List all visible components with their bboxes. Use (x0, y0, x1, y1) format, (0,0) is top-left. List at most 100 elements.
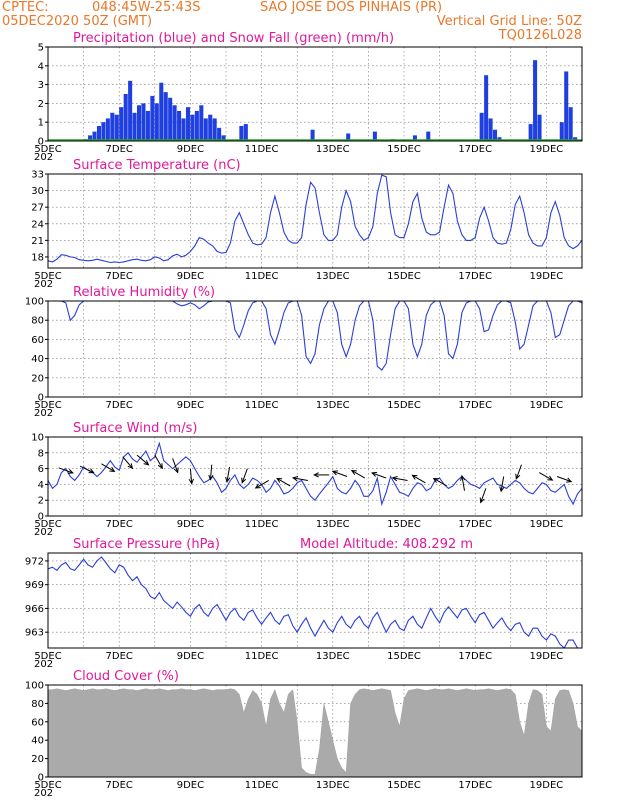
precip-bar (190, 114, 195, 141)
precip-bar (123, 94, 128, 141)
wind-arrow-shaft (392, 477, 408, 481)
precip-bar (488, 118, 493, 141)
y-tick-label: 4 (38, 480, 44, 491)
y-tick-label: 972 (25, 556, 44, 567)
precip-bar (114, 114, 119, 141)
y-tick-label: 24 (31, 219, 44, 230)
panel-frame (47, 436, 583, 517)
y-tick-label: 18 (31, 252, 44, 263)
x-tick-label: 7DEC (106, 780, 133, 791)
wind-arrow-head (241, 477, 247, 484)
precip-bar (137, 105, 142, 141)
wind-arrow-shaft (136, 454, 149, 466)
y-tick-label: 966 (25, 604, 44, 615)
wind-arrow-head (499, 486, 505, 493)
x-tick-label: 5DEC (34, 271, 61, 282)
precip-bar (203, 118, 208, 141)
y-tick-label: 0 (38, 393, 44, 404)
wind-arrow-head (547, 475, 554, 481)
x-tick-label: 15DEC (387, 651, 421, 662)
wind-arrow-head (331, 470, 338, 476)
wind-arrow-head (225, 476, 231, 483)
wind-arrow-shaft (332, 470, 348, 477)
wind-arrow-shaft (500, 476, 505, 492)
panel-title: Surface Pressure (hPa) (73, 537, 220, 552)
x-tick-label: 19DEC (530, 651, 564, 662)
precip-bar (168, 97, 173, 141)
wind-arrow-shaft (276, 478, 291, 487)
panel-temp: 18 21 24 27 30 33 5DEC 7DEC 9DEC 11DEC 13DEC 15DEC 1… (31, 158, 583, 290)
precip-bar (564, 71, 569, 141)
y-tick-label: 969 (25, 580, 44, 591)
wind-arrow-head (276, 477, 283, 483)
y-tick-label: 20 (31, 754, 44, 765)
panel-cloud: 0 20 40 60 80 100 5DEC 7DEC 9DEC 11DEC 13DEC 15DEC 1… (25, 669, 583, 799)
x-year-stub: 202 (34, 408, 53, 419)
x-tick-label: 11DEC (245, 519, 279, 530)
plot-area (48, 174, 582, 264)
precip-bar (528, 124, 533, 141)
x-tick-label: 7DEC (106, 519, 133, 530)
panel-frame (47, 684, 583, 778)
temp-series-line (48, 174, 582, 264)
x-tick-label: 5DEC (34, 519, 61, 530)
wind-arrow-shaft (58, 467, 73, 474)
precip-bar (88, 135, 93, 141)
x-tick-label: 13DEC (316, 400, 350, 411)
y-tick-label: 1 (38, 118, 44, 129)
panel-title: Surface Wind (m/s) (73, 421, 197, 436)
y-tick-label: 80 (31, 699, 44, 710)
wind-arrow-head (157, 463, 163, 470)
precip-bar (493, 129, 498, 141)
precip-bar (208, 114, 213, 141)
precip-bar (537, 114, 542, 141)
x-tick-label: 19DEC (530, 271, 564, 282)
panel-precip: 0 1 2 3 4 5 5DEC 7DEC 9DEC 11DEC 13DEC 15DEC 17DEC 19… (34, 31, 583, 163)
precip-bar (132, 112, 137, 141)
y-tick-label: 40 (31, 354, 44, 365)
precip-bar (310, 129, 315, 141)
plot-area (48, 441, 582, 507)
wind-arrow-head (109, 466, 116, 472)
wind-arrow-shaft (255, 480, 269, 489)
y-tick-label: 80 (31, 316, 44, 327)
y-tick-label: 0 (38, 137, 44, 148)
x-tick-label: 7DEC (106, 651, 133, 662)
plot-area (48, 301, 582, 371)
x-year-stub: 202 (34, 788, 53, 799)
panel-subtitle: Model Altitude: 408.292 m (300, 537, 473, 552)
precip-bar (559, 122, 564, 141)
y-tick-label: 2 (38, 99, 44, 110)
x-tick-label: 17DEC (458, 651, 492, 662)
precip-bar (145, 110, 150, 141)
wind-arrow-shaft (241, 468, 248, 483)
precip-bar (119, 107, 124, 141)
wind-arrow-shaft (371, 472, 387, 479)
precip-bar (221, 135, 226, 141)
x-year-stub: 202 (34, 279, 53, 290)
precip-bar (346, 133, 351, 141)
precip-bar (141, 103, 146, 141)
x-tick-label: 7DEC (106, 400, 133, 411)
y-tick-label: 0 (38, 512, 44, 523)
wind-arrow-shaft (480, 488, 487, 503)
precip-bar (239, 125, 244, 141)
wind-arrow-shaft (433, 478, 447, 487)
panel-frame (47, 46, 583, 142)
precip-bar (128, 80, 133, 141)
precip-bar (497, 137, 502, 141)
wind-arrow-head (391, 476, 398, 482)
x-tick-label: 15DEC (387, 271, 421, 282)
precip-bar (194, 110, 199, 141)
x-tick-label: 11DEC (245, 780, 279, 791)
x-tick-label: 19DEC (530, 144, 564, 155)
y-tick-label: 6 (38, 464, 44, 475)
header-model-code: TQ0126L028 (498, 28, 582, 43)
x-tick-label: 5DEC (34, 400, 61, 411)
wind-arrow-head (460, 474, 466, 481)
panel-frame (47, 173, 583, 269)
x-tick-label: 9DEC (177, 271, 204, 282)
wind-arrow-head (208, 474, 214, 481)
x-tick-label: 7DEC (106, 271, 133, 282)
